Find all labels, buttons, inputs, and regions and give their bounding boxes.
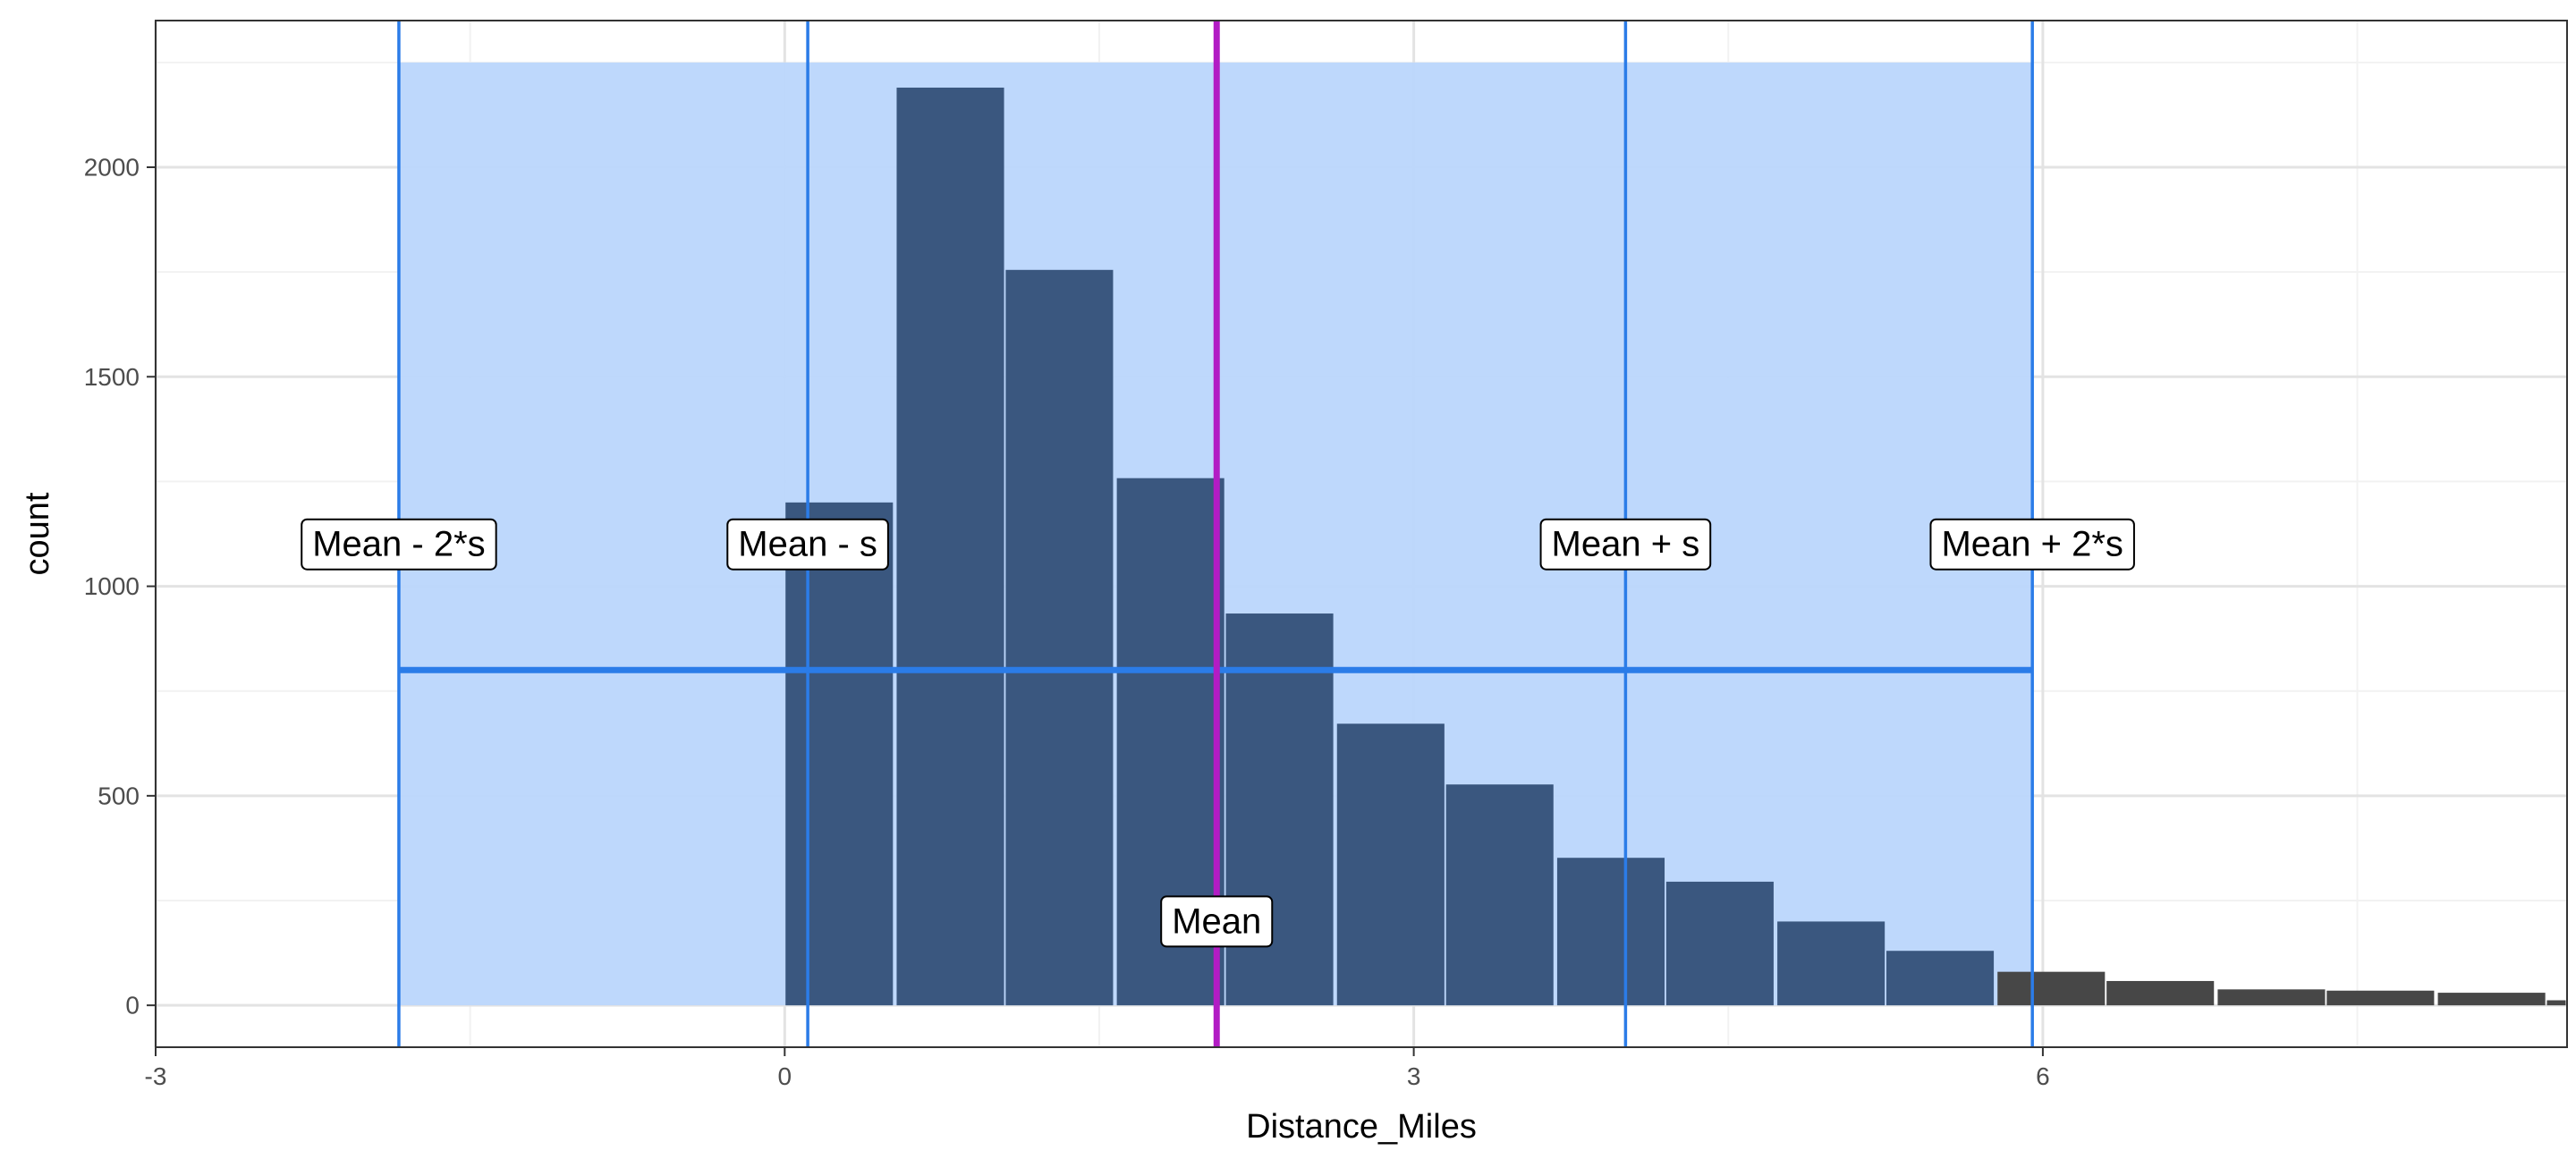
reference-label-text: Mean - s	[738, 525, 877, 564]
histogram-bar	[785, 502, 894, 1006]
y-tick-label: 1000	[84, 572, 140, 600]
histogram-bar	[1665, 881, 1774, 1006]
histogram-bar	[2437, 993, 2546, 1006]
histogram-bar	[1445, 784, 1554, 1006]
reference-lines	[397, 21, 2034, 1047]
histogram-bars	[785, 87, 2566, 1006]
histogram-bar	[1886, 951, 1995, 1006]
histogram-bar	[1777, 921, 1885, 1006]
reference-label: Mean + 2*s	[1929, 518, 2135, 571]
axes: -3 0 3 6 0 500 1000 1500 2000	[84, 154, 2050, 1091]
histogram-bar	[1336, 723, 1445, 1006]
x-tick-label: -3	[145, 1062, 167, 1090]
histogram-bar	[2106, 980, 2215, 1006]
reference-labels: Mean - 2*s Mean - s Mean + s Mean + 2*s Mean	[301, 518, 2135, 948]
y-tick-label: 1500	[84, 363, 140, 391]
reference-label-text: Mean + s	[1552, 525, 1700, 564]
x-tick-label: 6	[2036, 1062, 2050, 1090]
histogram-bar	[1997, 971, 2106, 1006]
reference-label-box	[726, 518, 889, 571]
reference-label-box	[1929, 518, 2135, 571]
histogram-bar	[2546, 1000, 2566, 1006]
reference-label-text: Mean + 2*s	[1941, 525, 2123, 564]
mean-label-box	[1160, 895, 1274, 948]
x-tick-label: 0	[778, 1062, 792, 1090]
y-tick-label: 2000	[84, 154, 140, 182]
histogram-bar	[1556, 858, 1665, 1006]
y-axis-title: count	[19, 492, 56, 575]
x-axis-title: Distance_Miles	[1246, 1108, 1477, 1146]
y-tick-label: 0	[125, 992, 140, 1019]
reference-label-box	[301, 518, 497, 571]
plot-panel-border	[155, 20, 2568, 1048]
x-tick-label: 3	[1407, 1062, 1421, 1090]
histogram-bar	[2217, 989, 2326, 1006]
histogram-bar	[1005, 269, 1114, 1006]
reference-label: Mean - s	[726, 518, 889, 571]
mean-label-text: Mean	[1172, 901, 1261, 941]
mean-label: Mean	[1160, 895, 1274, 948]
histogram-bar	[896, 87, 1004, 1006]
reference-label-text: Mean - 2*s	[312, 525, 485, 564]
reference-label-box	[1539, 518, 1712, 571]
reference-label: Mean + s	[1539, 518, 1712, 571]
y-tick-label: 500	[97, 782, 140, 809]
reference-label: Mean - 2*s	[301, 518, 497, 571]
histogram-bar	[2326, 990, 2435, 1006]
